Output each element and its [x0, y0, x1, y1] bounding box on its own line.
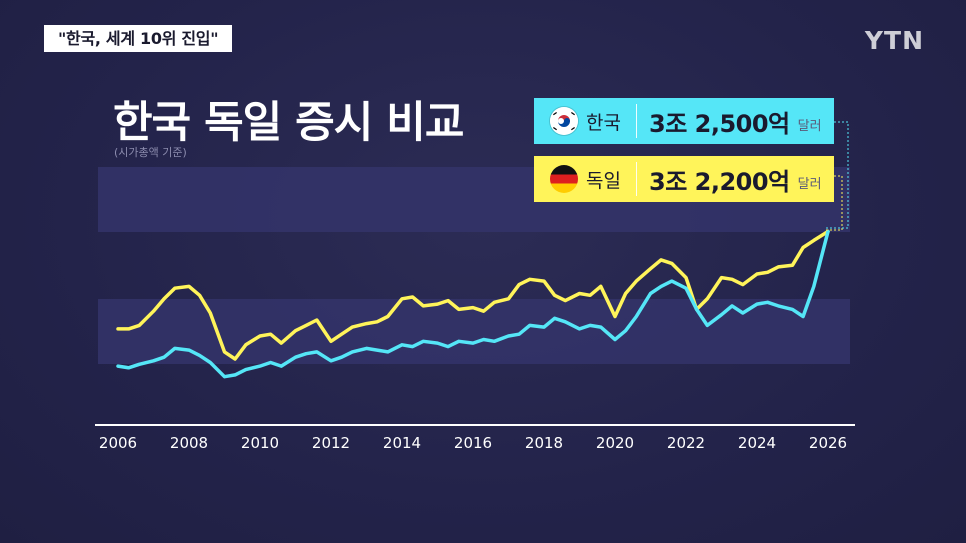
- x-tick-label: 2010: [241, 434, 279, 452]
- x-tick-label: 2026: [809, 434, 847, 452]
- news-headline: "한국, 세계 10위 진입": [44, 25, 233, 52]
- chart-title: 한국 독일 증시 비교: [113, 98, 464, 148]
- x-tick-label: 2020: [596, 434, 634, 452]
- series-line-korea: [116, 229, 830, 379]
- germany-leader-line: [826, 175, 843, 231]
- legend-korea: 한국 3조 2,500억 달러: [534, 98, 834, 144]
- chart-subtitle: (시가총액 기준): [114, 146, 187, 159]
- germany-flag-icon: [550, 165, 578, 193]
- x-tick-label: 2014: [383, 434, 421, 452]
- korea-flag-icon: [550, 107, 578, 135]
- x-tick-label: 2012: [312, 434, 350, 452]
- x-tick-label: 2016: [454, 434, 492, 452]
- legend-divider: [636, 104, 637, 138]
- legend-korea-label: 한국: [586, 111, 621, 134]
- x-tick-label: 2018: [525, 434, 563, 452]
- x-tick-label: 2022: [667, 434, 705, 452]
- legend-korea-unit: 달러: [797, 118, 822, 134]
- legend-germany-unit: 달러: [797, 176, 822, 192]
- legend-divider: [636, 162, 637, 196]
- ytn-logo: YTN: [864, 26, 924, 55]
- legend-germany-value: 3조 2,200억: [649, 167, 790, 196]
- legend-germany: 독일 3조 2,200억 달러: [534, 156, 834, 202]
- x-tick-label: 2006: [99, 434, 137, 452]
- legend-korea-value: 3조 2,500억: [649, 109, 790, 138]
- legend-germany-label: 독일: [586, 169, 621, 192]
- x-tick-label: 2008: [170, 434, 208, 452]
- x-tick-label: 2024: [738, 434, 776, 452]
- series-line-germany: [116, 229, 830, 361]
